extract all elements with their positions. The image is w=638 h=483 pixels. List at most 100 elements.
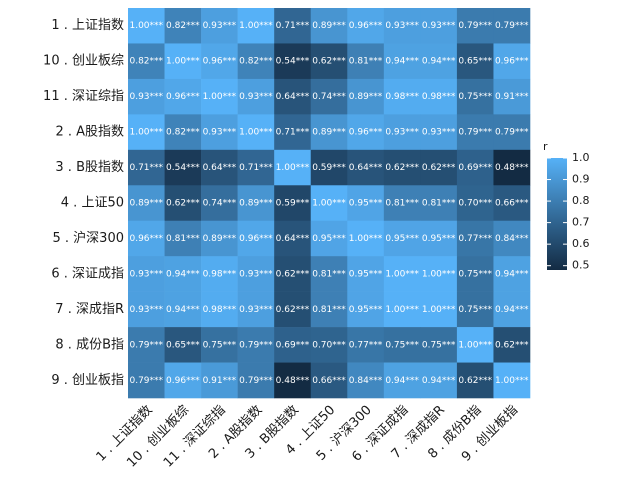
heatmap-cell [310,291,348,328]
cell-label: 1.00*** [312,199,346,209]
cell-label: 1.00*** [458,340,492,350]
cell-label: 0.91*** [203,376,237,386]
cell-label: 0.93*** [239,269,273,279]
heatmap-cell [420,8,458,44]
colorbar-tick-label: 0.8 [572,194,590,207]
heatmap-cell [237,256,275,292]
heatmap-cell [164,114,202,151]
cell-label: 0.62*** [166,199,200,209]
heatmap-cell [201,291,238,328]
heatmap-cell [456,256,494,292]
cell-label: 1.00*** [203,92,237,102]
heatmap-cell [310,8,348,44]
heatmap-cell [456,43,494,80]
cell-label: 0.59*** [276,199,310,209]
cell-label: 0.93*** [129,269,163,279]
heatmap-cell [164,185,202,222]
heatmap-cell [274,185,312,222]
cell-label: 0.69*** [276,340,310,350]
y-tick-label: 6 . 深证成指 [51,266,124,281]
heatmap-cell [383,291,421,328]
cell-label: 0.98*** [203,305,237,315]
cell-label: 0.96*** [239,234,273,244]
heatmap-cell [310,327,348,363]
cell-label: 0.75*** [458,92,492,102]
heatmap-cell [237,114,275,151]
heatmap-cell [493,149,531,186]
cell-label: 0.79*** [239,376,273,386]
cell-label: 0.93*** [203,21,237,31]
heatmap-cell [493,114,531,151]
heatmap-cell [456,220,494,257]
cell-label: 0.75*** [422,340,456,350]
heatmap-cell [383,114,421,151]
cell-label: 0.93*** [422,21,456,31]
cell-label: 0.93*** [422,128,456,138]
cell-label: 0.81*** [312,269,346,279]
heatmap-cell [493,362,531,399]
heatmap-cell [164,43,202,80]
heatmap-cell [128,43,165,80]
heatmap-cell [164,8,202,44]
heatmap-cell [128,291,165,328]
cell-label: 1.00*** [349,234,383,244]
heatmap-cell [274,362,312,399]
cell-label: 0.93*** [239,305,273,315]
heatmap-cell [201,256,238,292]
cell-label: 0.54*** [276,57,310,67]
heatmap-cell [164,220,202,257]
heatmap-cell [274,43,312,80]
cell-label: 1.00*** [495,376,529,386]
cell-label: 0.79*** [239,340,273,350]
cell-label: 0.66*** [312,376,346,386]
cell-label: 0.94*** [495,305,529,315]
cell-label: 0.94*** [385,57,419,67]
cell-label: 0.79*** [129,376,163,386]
heatmap-cell [420,220,458,257]
cell-label: 0.71*** [276,128,310,138]
heatmap-cell [347,78,385,115]
cell-label: 0.82*** [129,57,163,67]
cell-label: 0.71*** [276,21,310,31]
cell-label: 0.94*** [495,269,529,279]
heatmap-cell [420,291,458,328]
cell-label: 0.69*** [458,163,492,173]
heatmap-cell [201,114,238,151]
heatmap-cell [493,327,531,363]
heatmap-cell [164,291,202,328]
cell-label: 0.82*** [166,128,200,138]
heatmap-cell [493,256,531,292]
cell-label: 0.89*** [312,128,346,138]
heatmap-cell [128,185,165,222]
heatmap-cell [420,185,458,222]
heatmap-cell [310,362,348,399]
legend-title: r [543,140,548,153]
heatmap-cell [456,362,494,399]
heatmap-cell [274,291,312,328]
y-tick-label: 9 . 创业板指 [51,373,124,388]
cell-label: 1.00*** [239,128,273,138]
cell-label: 0.96*** [203,57,237,67]
cell-label: 0.95*** [385,234,419,244]
heatmap-cell [420,149,458,186]
cell-label: 0.66*** [495,199,529,209]
heatmap-cell [456,114,494,151]
cell-label: 0.75*** [385,340,419,350]
heatmap-cell [420,78,458,115]
heatmap-cell [456,185,494,222]
cell-label: 0.82*** [239,57,273,67]
cell-label: 0.89*** [203,234,237,244]
y-tick-label: 5 . 沪深300 [53,230,124,246]
cell-label: 0.79*** [458,128,492,138]
heatmap-cell [456,78,494,115]
y-tick-label: 7 . 深成指R [55,302,124,317]
heatmap-cell [201,220,238,257]
cell-label: 0.93*** [129,92,163,102]
heatmap-cell [201,78,238,115]
heatmap-cell [237,185,275,222]
cell-label: 0.89*** [349,92,383,102]
cell-label: 0.62*** [495,340,529,350]
cell-label: 0.70*** [458,199,492,209]
cell-label: 0.54*** [166,163,200,173]
